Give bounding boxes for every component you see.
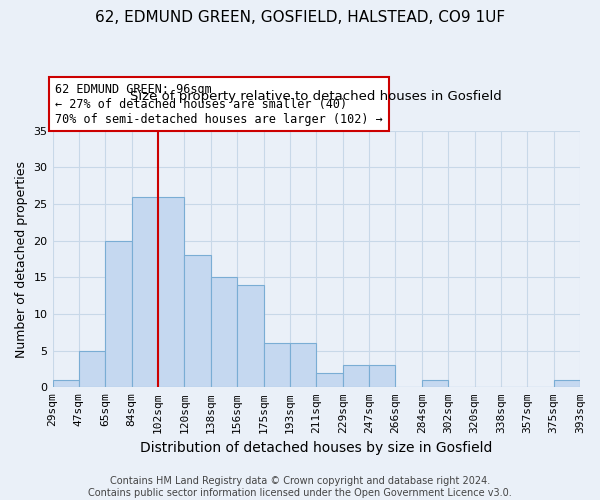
Bar bbox=[158, 196, 184, 388]
Bar bbox=[131, 196, 158, 388]
Title: Size of property relative to detached houses in Gosfield: Size of property relative to detached ho… bbox=[130, 90, 502, 103]
Bar bbox=[105, 240, 131, 388]
Bar bbox=[343, 366, 369, 388]
Bar bbox=[263, 344, 290, 388]
X-axis label: Distribution of detached houses by size in Gosfield: Distribution of detached houses by size … bbox=[140, 441, 493, 455]
Bar bbox=[369, 366, 395, 388]
Bar bbox=[79, 350, 105, 388]
Bar bbox=[53, 380, 79, 388]
Bar bbox=[422, 380, 448, 388]
Text: 62 EDMUND GREEN: 96sqm
← 27% of detached houses are smaller (40)
70% of semi-det: 62 EDMUND GREEN: 96sqm ← 27% of detached… bbox=[55, 82, 383, 126]
Bar bbox=[290, 344, 316, 388]
Bar bbox=[211, 278, 237, 388]
Text: Contains HM Land Registry data © Crown copyright and database right 2024.
Contai: Contains HM Land Registry data © Crown c… bbox=[88, 476, 512, 498]
Bar bbox=[554, 380, 580, 388]
Text: 62, EDMUND GREEN, GOSFIELD, HALSTEAD, CO9 1UF: 62, EDMUND GREEN, GOSFIELD, HALSTEAD, CO… bbox=[95, 10, 505, 25]
Bar bbox=[184, 256, 211, 388]
Bar bbox=[237, 284, 263, 388]
Y-axis label: Number of detached properties: Number of detached properties bbox=[15, 160, 28, 358]
Bar bbox=[316, 372, 343, 388]
